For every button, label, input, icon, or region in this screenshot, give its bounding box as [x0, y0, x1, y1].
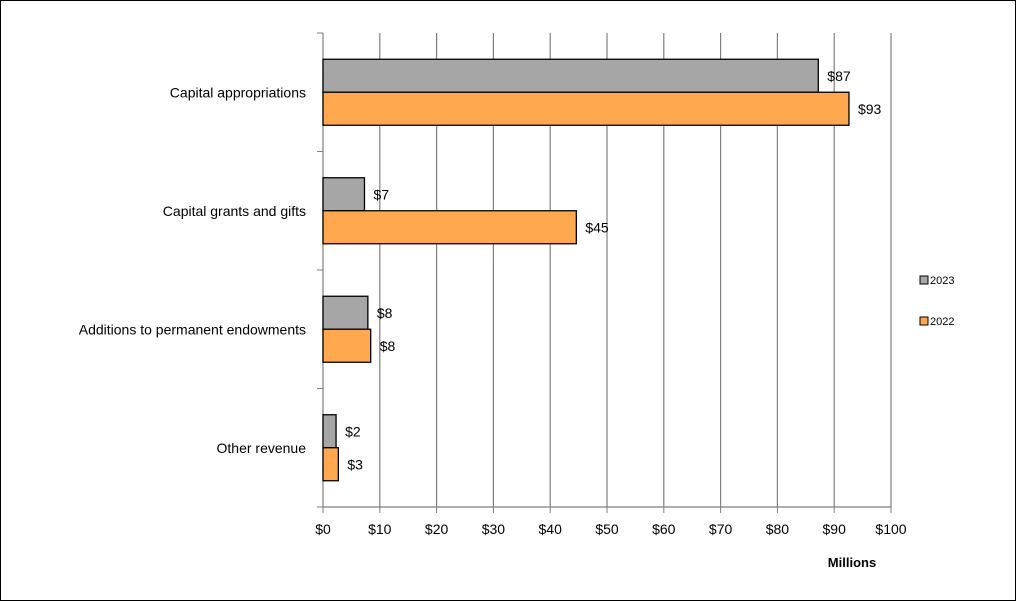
- x-tick-label: $60: [652, 521, 676, 537]
- labels: Capital appropriations $87 $93 Capital gran…: [79, 68, 882, 473]
- data-label: $2: [345, 423, 361, 439]
- category-label: Capital grants and gifts: [163, 203, 306, 219]
- category-label: Capital appropriations: [170, 84, 306, 100]
- data-label: $8: [377, 305, 393, 321]
- data-label: $8: [380, 338, 396, 354]
- legend-label: 2023: [930, 275, 954, 287]
- bar-2023: [322, 414, 337, 449]
- data-label: $3: [347, 456, 363, 472]
- bar-2023: [322, 177, 366, 212]
- bar-2023: [322, 58, 819, 93]
- data-label: $7: [373, 186, 389, 202]
- bar-2022: [322, 91, 850, 126]
- x-tick-label: $0: [315, 521, 331, 537]
- bars: [322, 58, 850, 482]
- x-tick-label: $80: [766, 521, 790, 537]
- category-label: Other revenue: [217, 440, 307, 456]
- x-tick-label: $50: [595, 521, 619, 537]
- data-label: $45: [585, 219, 609, 235]
- legend-swatch-2023: [919, 275, 929, 285]
- bar-2022: [322, 447, 339, 482]
- x-tick-label: $90: [823, 521, 847, 537]
- legend-label: 2022: [930, 316, 954, 328]
- bar-2022: [322, 210, 577, 245]
- x-axis-title: Millions: [828, 555, 876, 570]
- axes: $0 $10 $20 $30 $40 $50 $60 $70 $80 $90 $100 Million…: [315, 32, 907, 570]
- category-label: Additions to permanent endowments: [79, 321, 306, 337]
- legend: 2023 2022: [919, 275, 954, 328]
- bar-2022: [322, 328, 372, 363]
- x-tick-label: $20: [425, 521, 449, 537]
- x-tick-label: $70: [709, 521, 733, 537]
- x-tick-label: $40: [539, 521, 563, 537]
- data-label: $87: [827, 68, 851, 84]
- x-tick-label: $30: [482, 521, 506, 537]
- x-tick-label: $10: [368, 521, 392, 537]
- data-label: $93: [858, 101, 882, 117]
- bar-2023: [322, 295, 369, 330]
- legend-swatch-2022: [919, 316, 929, 326]
- x-tick-label: $100: [875, 521, 906, 537]
